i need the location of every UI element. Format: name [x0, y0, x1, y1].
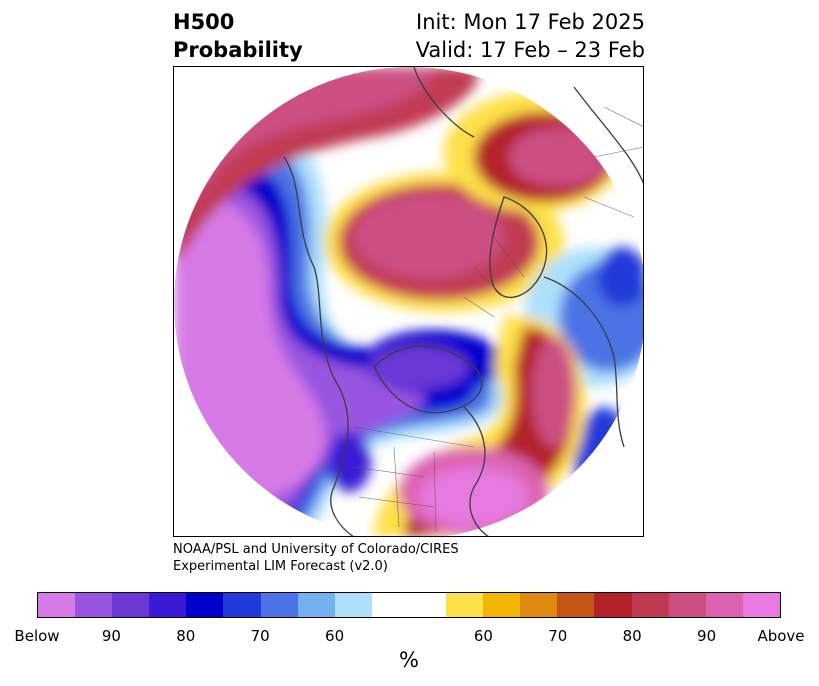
colorbar-tick-label: 60 [473, 627, 493, 645]
colorbar-cell [38, 593, 76, 617]
border-us-states [353, 446, 437, 533]
colorbar-cell [223, 593, 261, 617]
east-us-ridge-max [419, 467, 529, 527]
colorbar-cell [483, 593, 521, 617]
colorbar-cell [742, 593, 780, 617]
colorbar-cell [186, 593, 224, 617]
colorbar-tick-label: 70 [250, 627, 270, 645]
borders [353, 106, 643, 533]
colorbar-cell [557, 593, 595, 617]
probability-field [174, 67, 643, 536]
colorbar-tick-label: Above [757, 627, 805, 645]
pacific-below-max [174, 195, 326, 507]
colorbar-tick-label: Below [14, 627, 60, 645]
colorbar-unit: % [399, 648, 419, 672]
colorbar-tick-label: 60 [325, 627, 345, 645]
border-europe [463, 236, 525, 318]
colorbar-cell [260, 593, 298, 617]
coastline-arctic [413, 67, 475, 138]
coastline-north-america-west [283, 156, 354, 536]
coastline-hudson-bay [373, 345, 483, 414]
europe-trough-core [597, 247, 643, 307]
coastline-europe [543, 276, 625, 448]
credit: NOAA/PSL and University of Colorado/CIRE… [173, 541, 459, 575]
colorbar-cell [668, 593, 706, 617]
colorbar-cell [520, 593, 558, 617]
colorbar-tick-label: 80 [622, 627, 642, 645]
forecast-dates: Init: Mon 17 Feb 2025 Valid: 17 Feb – 23… [416, 8, 645, 64]
colorbar-cell [149, 593, 187, 617]
polar-map-svg [174, 67, 643, 536]
map-title: H500 Probability [173, 8, 303, 64]
credit-line-1: NOAA/PSL and University of Colorado/CIRE… [173, 542, 459, 557]
colorbar-cell [334, 593, 372, 617]
colorbar-cell [371, 593, 447, 617]
colorbar-cell [112, 593, 150, 617]
colorbar-cell [631, 593, 669, 617]
coastline-siberia [573, 86, 643, 184]
colorbar-tick-label: 90 [101, 627, 121, 645]
eastern-trough-core [369, 345, 469, 389]
border-asia [583, 106, 643, 218]
colorbar [37, 592, 781, 618]
colorbar-cell [705, 593, 743, 617]
credit-line-2: Experimental LIM Forecast (v2.0) [173, 559, 388, 574]
coastline-north-america-east [463, 406, 489, 536]
coastline-greenland [489, 196, 548, 298]
coastlines [283, 67, 643, 536]
colorbar-tick-label: 90 [697, 627, 717, 645]
title-line-1: H500 [173, 10, 235, 34]
colorbar-cell [75, 593, 113, 617]
init-date: Init: Mon 17 Feb 2025 [416, 10, 645, 34]
atlantic-ridge-core [532, 337, 576, 447]
colorbar-tick-label: 70 [548, 627, 568, 645]
colorbar-cell [446, 593, 484, 617]
valid-date: Valid: 17 Feb – 23 Feb [415, 38, 645, 62]
west-us-trough [327, 432, 371, 492]
arctic-ridge-core [354, 195, 504, 279]
border-us-canada [353, 426, 475, 448]
probability-map [173, 66, 644, 537]
colorbar-tick-label: 80 [176, 627, 196, 645]
title-line-2: Probability [173, 38, 303, 62]
colorbar-cell [594, 593, 632, 617]
colorbar-cell [297, 593, 335, 617]
